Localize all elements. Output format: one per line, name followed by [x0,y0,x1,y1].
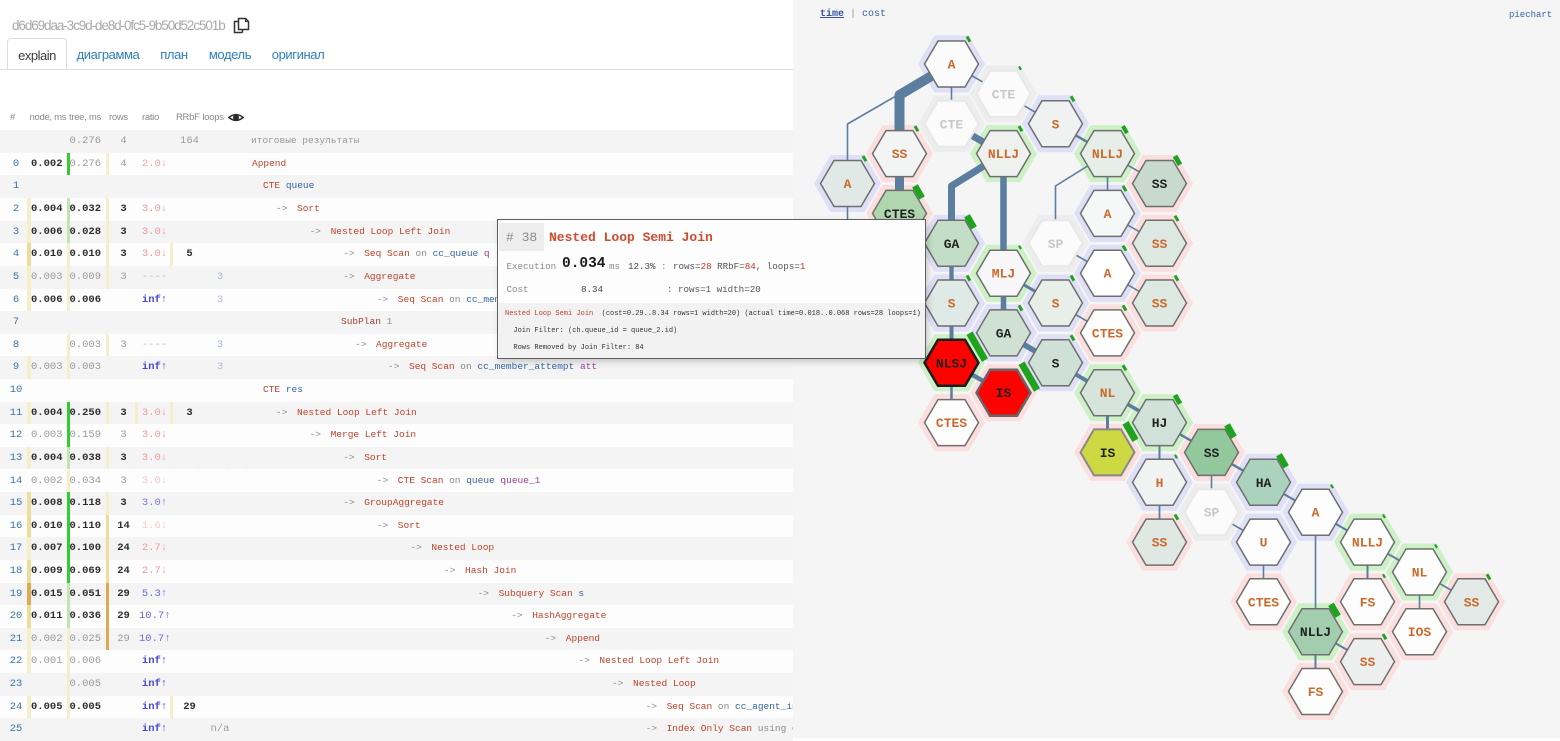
svg-text:A: A [1312,506,1320,521]
svg-text:CTES: CTES [1248,595,1279,610]
svg-text:SS: SS [1152,536,1168,551]
svg-text:CTES: CTES [1092,326,1123,341]
svg-text:SS: SS [1360,655,1376,670]
svg-text:SS: SS [1204,446,1220,461]
svg-text:CTE: CTE [992,87,1016,102]
svg-text:SP: SP [1048,237,1064,252]
svg-text:HA: HA [1256,476,1272,491]
svg-text:SS: SS [892,147,908,162]
svg-text:S: S [1052,117,1060,132]
svg-text:NLLJ: NLLJ [1092,147,1123,162]
svg-text:A: A [1104,267,1112,282]
svg-text:A: A [1104,207,1112,222]
svg-text:SS: SS [1152,237,1168,252]
svg-text:S: S [948,297,956,312]
svg-text:SS: SS [1464,595,1480,610]
svg-text:CTES: CTES [936,416,967,431]
svg-text:CTE: CTE [940,117,964,132]
svg-text:NL: NL [1412,566,1428,581]
svg-text:SP: SP [1204,506,1220,521]
svg-text:A: A [948,58,956,73]
svg-text:GA: GA [944,237,960,252]
svg-text:CTES: CTES [884,207,915,222]
svg-text:NLSJ: NLSJ [936,356,967,371]
svg-text:GA: GA [996,326,1012,341]
svg-text:NLLJ: NLLJ [1352,536,1383,551]
svg-text:S: S [1052,356,1060,371]
svg-text:FS: FS [1360,595,1376,610]
svg-text:A: A [844,177,852,192]
svg-text:NLLJ: NLLJ [1300,625,1331,640]
svg-text:S: S [1052,297,1060,312]
svg-text:SS: SS [1152,297,1168,312]
svg-text:U: U [1260,536,1268,551]
svg-text:SS: SS [1152,177,1168,192]
svg-text:H: H [1156,476,1164,491]
svg-text:NLLJ: NLLJ [988,147,1019,162]
svg-text:MLJ: MLJ [992,267,1015,282]
svg-text:NL: NL [1100,386,1116,401]
svg-text:HJ: HJ [1152,416,1168,431]
svg-text:IOS: IOS [1408,625,1432,640]
svg-text:IS: IS [996,386,1012,401]
svg-text:FS: FS [1308,685,1324,700]
svg-text:IS: IS [1100,446,1116,461]
